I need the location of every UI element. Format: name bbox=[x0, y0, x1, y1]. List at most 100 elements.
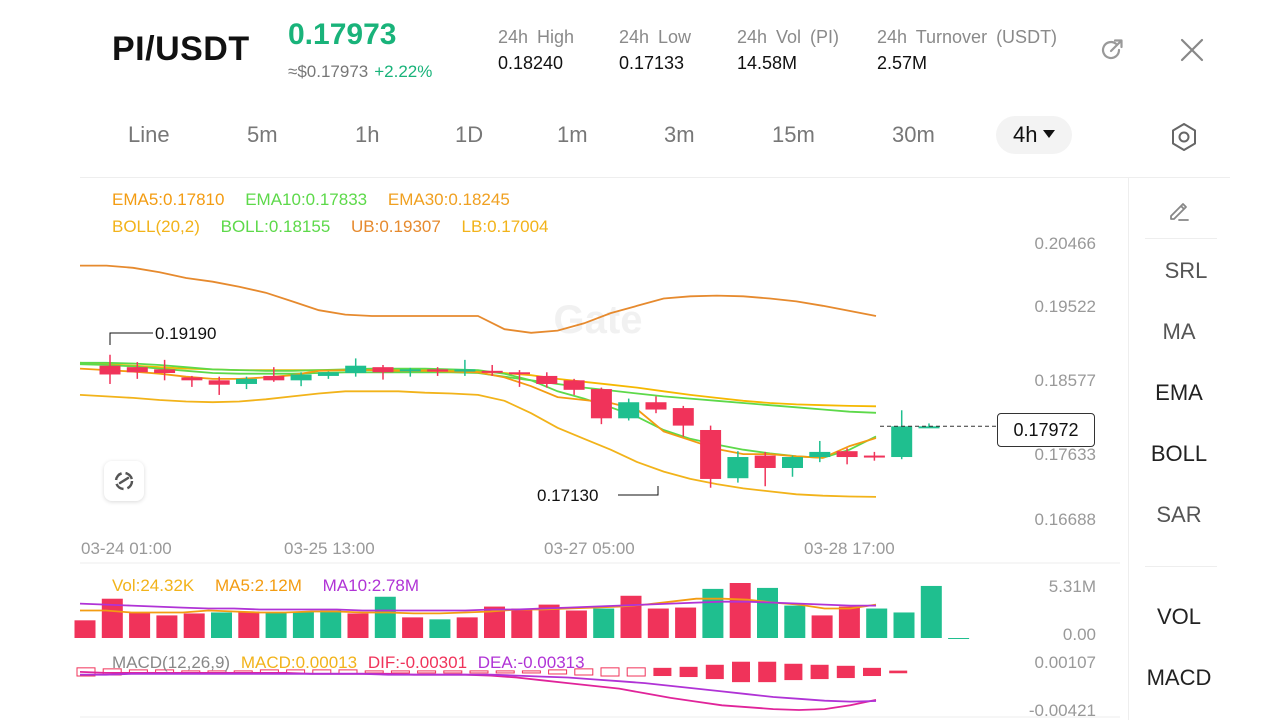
candle bbox=[700, 429, 722, 479]
sidebar-item-macd[interactable]: MACD bbox=[1146, 665, 1212, 690]
close-icon[interactable] bbox=[1177, 35, 1207, 65]
sidebar-item-boll[interactable]: BOLL bbox=[1150, 441, 1208, 466]
fiat-price-row: ≈$0.17973 +2.22% bbox=[288, 62, 432, 82]
boll-ub-value: UB:0.19307 bbox=[351, 217, 441, 236]
stat-label: 24h High bbox=[498, 27, 575, 47]
time-axis-label: 03-27 05:00 bbox=[544, 539, 635, 558]
sidebar-item-ema[interactable]: EMA bbox=[1155, 380, 1203, 405]
boll-legend: BOLL(20,2) BOLL:0.18155 UB:0.19307 LB:0.… bbox=[112, 217, 549, 237]
candle bbox=[427, 369, 449, 372]
boll-mid-value: BOLL:0.18155 bbox=[220, 217, 331, 236]
stat-label: 24h Turnover (USDT) bbox=[877, 27, 1058, 47]
active-interval-label: 4h bbox=[1013, 122, 1038, 147]
boll-upper-line bbox=[80, 264, 877, 334]
volume-axis-label: 0.00 bbox=[1062, 625, 1096, 644]
tab-interval-30m[interactable]: 30m bbox=[892, 122, 935, 147]
ema10-line bbox=[80, 361, 877, 459]
tab-interval-15m[interactable]: 15m bbox=[772, 122, 815, 147]
stat-24h-low: 24h Low 0.17133 bbox=[619, 27, 691, 74]
ema5-value: EMA5:0.17810 bbox=[112, 190, 225, 209]
max-price-pointer bbox=[109, 332, 153, 345]
candle bbox=[236, 378, 257, 384]
vol-value: Vol:24.32K bbox=[112, 576, 195, 595]
stat-24h-turnover: 24h Turnover (USDT) 2.57M bbox=[877, 27, 1057, 74]
candle bbox=[645, 402, 667, 410]
price-axis-label: 0.18577 bbox=[1034, 371, 1096, 390]
macd-bar bbox=[653, 667, 672, 677]
candle bbox=[727, 457, 749, 479]
candle bbox=[263, 375, 285, 381]
macd-bar bbox=[810, 664, 829, 680]
volume-bar bbox=[647, 608, 669, 638]
volume-ma5-line bbox=[80, 597, 877, 615]
tab-interval-4h-dropdown[interactable]: 4h bbox=[996, 116, 1073, 154]
volume-bar bbox=[511, 608, 533, 638]
tab-interval-1d[interactable]: 1D bbox=[455, 122, 484, 147]
ema5-line bbox=[79, 367, 877, 459]
volume-bar bbox=[265, 612, 287, 638]
volume-bar bbox=[211, 612, 232, 638]
volume-bar bbox=[893, 612, 915, 638]
candle bbox=[399, 369, 421, 372]
chart-settings-icon[interactable] bbox=[1168, 121, 1200, 153]
macd-dea-line bbox=[80, 672, 877, 703]
tab-interval-1m[interactable]: 1m bbox=[557, 122, 588, 147]
candle bbox=[345, 365, 367, 374]
volume-bar bbox=[948, 638, 970, 639]
volume-bar bbox=[402, 617, 424, 638]
volume-bar bbox=[675, 607, 697, 638]
tab-interval-1h[interactable]: 1h bbox=[355, 122, 380, 147]
sidebar-item-sar[interactable]: SAR bbox=[1156, 502, 1202, 527]
macd-axis-label: -0.00421 bbox=[1028, 701, 1096, 720]
macd-bar bbox=[574, 668, 594, 676]
candle bbox=[181, 377, 203, 381]
volume-bar bbox=[320, 610, 342, 638]
macd-bar bbox=[469, 670, 489, 674]
candle bbox=[672, 408, 694, 426]
draw-tool-button[interactable] bbox=[1129, 196, 1229, 230]
volume-bar bbox=[593, 608, 615, 638]
chevron-down-icon bbox=[1043, 130, 1056, 139]
volume-bar bbox=[811, 615, 833, 638]
refresh-icon bbox=[114, 471, 134, 491]
tab-interval-line[interactable]: Line bbox=[128, 122, 170, 147]
stat-value: 2.57M bbox=[877, 53, 928, 73]
tab-interval-3m[interactable]: 3m bbox=[664, 122, 695, 147]
macd-dif-value: DIF:-0.00301 bbox=[367, 653, 468, 672]
macd-bar bbox=[889, 670, 908, 674]
candle bbox=[372, 367, 394, 373]
sidebar-item-srl[interactable]: SRL bbox=[1164, 258, 1208, 283]
volume-bar bbox=[484, 606, 505, 638]
candle bbox=[809, 451, 831, 458]
share-icon[interactable] bbox=[1097, 35, 1127, 65]
reset-chart-button[interactable] bbox=[104, 461, 144, 501]
volume-bar bbox=[183, 613, 205, 638]
fiat-price: ≈$0.17973 bbox=[288, 62, 369, 81]
ema-legend: EMA5:0.17810 EMA10:0.17833 EMA30:0.18245 bbox=[112, 190, 510, 210]
sidebar-item-vol[interactable]: VOL bbox=[1156, 604, 1202, 629]
boll-lower-line bbox=[79, 390, 877, 498]
candle bbox=[454, 369, 476, 372]
ema30-value: EMA30:0.18245 bbox=[387, 190, 510, 209]
volume-bar bbox=[429, 619, 451, 638]
macd-dea-value: DEA:-0.00313 bbox=[477, 653, 585, 672]
macd-bar bbox=[443, 670, 463, 674]
sidebar-item-ma[interactable]: MA bbox=[1162, 319, 1196, 344]
volume-bar bbox=[129, 612, 151, 638]
candle bbox=[754, 455, 776, 468]
price-axis-label: 0.17633 bbox=[1034, 445, 1096, 464]
volume-bar bbox=[565, 610, 587, 638]
time-axis-label: 03-25 13:00 bbox=[284, 539, 375, 558]
candle bbox=[290, 374, 312, 381]
vol-ma5-value: MA5:2.12M bbox=[214, 576, 302, 595]
kline-chart[interactable]: Gate bbox=[0, 0, 1128, 720]
tab-interval-5m[interactable]: 5m bbox=[247, 122, 278, 147]
stat-24h-high: 24h High 0.18240 bbox=[498, 27, 574, 74]
macd-bar bbox=[836, 665, 855, 679]
candle bbox=[590, 389, 612, 419]
macd-bar bbox=[758, 661, 777, 683]
macd-params: MACD(12,26,9) bbox=[112, 653, 231, 672]
stat-24h-vol: 24h Vol (PI) 14.58M bbox=[737, 27, 839, 74]
macd-bar bbox=[732, 661, 750, 683]
macd-bar bbox=[390, 670, 410, 674]
